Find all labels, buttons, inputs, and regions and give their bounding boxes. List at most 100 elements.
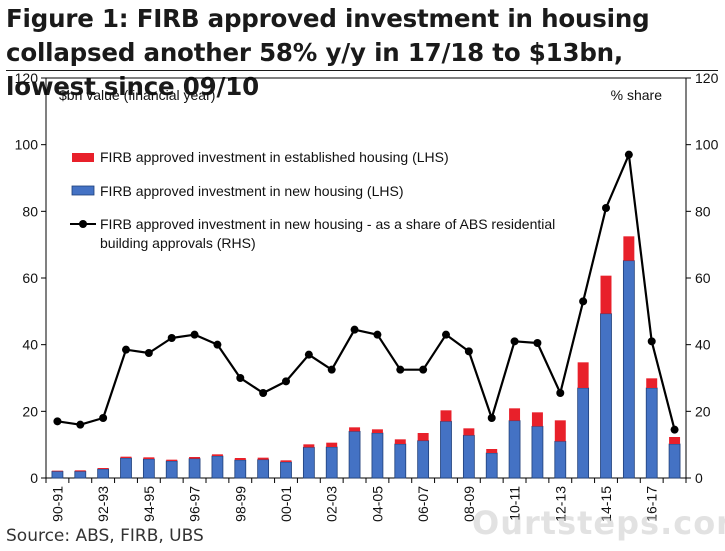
right-tick-label: 100 bbox=[695, 137, 719, 153]
title-underline bbox=[6, 70, 718, 71]
bar-established-housing bbox=[463, 428, 475, 436]
share-point bbox=[282, 377, 290, 386]
bar-new-housing bbox=[508, 420, 521, 479]
figure-title: Figure 1: FIRB approved investment in ho… bbox=[6, 4, 650, 101]
bar-new-housing bbox=[417, 440, 430, 479]
left-tick-label: 60 bbox=[22, 270, 38, 286]
legend-label-new: FIRB approved investment in new housing … bbox=[100, 183, 403, 199]
bar-new-housing bbox=[234, 459, 247, 479]
bar-established-housing bbox=[74, 470, 86, 472]
bar-new-housing bbox=[188, 458, 201, 479]
right-axis-label: % share bbox=[611, 87, 663, 103]
bar-established-housing bbox=[646, 378, 658, 388]
left-tick-label: 80 bbox=[22, 203, 38, 219]
share-point bbox=[579, 297, 588, 306]
share-point bbox=[236, 374, 245, 382]
bar-established-housing bbox=[97, 468, 109, 469]
right-tick-label: 60 bbox=[695, 270, 711, 286]
legend-label-share-line2: building approvals (RHS) bbox=[100, 235, 256, 251]
share-point bbox=[144, 349, 153, 357]
bar-established-housing bbox=[509, 408, 521, 421]
bar-new-housing bbox=[577, 387, 590, 479]
share-point bbox=[213, 340, 222, 349]
share-point bbox=[122, 345, 130, 354]
share-point bbox=[76, 420, 85, 429]
share-line-series bbox=[53, 150, 679, 434]
legend-label-share: FIRB approved investment in new housing … bbox=[100, 216, 555, 232]
x-tick-label: 08-09 bbox=[461, 486, 477, 522]
left-axis-label: $bn value (financial year) bbox=[59, 87, 215, 103]
bar-established-housing bbox=[51, 470, 63, 472]
bar-established-housing bbox=[600, 275, 612, 314]
bar-established-housing bbox=[394, 439, 406, 444]
bar-established-housing bbox=[669, 437, 681, 444]
legend-swatch-new bbox=[71, 185, 95, 196]
bar-new-housing bbox=[645, 387, 658, 479]
bar-new-housing bbox=[440, 420, 452, 479]
x-tick-label: 10-11 bbox=[507, 486, 523, 521]
x-tick-label: 12-13 bbox=[552, 486, 568, 522]
bar-established-housing bbox=[280, 460, 292, 462]
share-point bbox=[487, 414, 496, 422]
left-tick-label: 100 bbox=[15, 137, 39, 153]
x-tick-label: 04-05 bbox=[369, 486, 385, 522]
bar-new-housing bbox=[485, 452, 498, 479]
x-tick-label: 96-97 bbox=[187, 486, 203, 522]
bar-new-housing bbox=[668, 443, 681, 479]
bar-new-housing bbox=[348, 430, 361, 479]
x-tick-label: 16-17 bbox=[644, 486, 660, 522]
left-axis-ticks: 0 20 40 60 80 100 120 bbox=[15, 70, 46, 486]
right-tick-label: 80 bbox=[695, 203, 711, 219]
bar-new-housing bbox=[325, 446, 338, 479]
share-point bbox=[533, 339, 542, 347]
bar-new-housing bbox=[97, 468, 110, 479]
bar-established-housing bbox=[234, 458, 246, 460]
share-point bbox=[670, 425, 679, 434]
source-note: Source: ABS, FIRB, UBS bbox=[6, 526, 204, 546]
share-point bbox=[53, 417, 62, 426]
x-tick-label: 98-99 bbox=[232, 486, 248, 522]
share-point bbox=[304, 350, 313, 359]
bar-established-housing bbox=[486, 449, 498, 453]
bar-established-housing bbox=[303, 444, 315, 448]
bar-new-housing bbox=[554, 440, 567, 479]
x-axis-ticks: 90-91 92-93 94-95 96-97 98-99 00-01 02-03 04-05… bbox=[45, 478, 687, 522]
right-tick-label: 120 bbox=[695, 70, 719, 86]
share-point bbox=[350, 325, 359, 334]
share-point bbox=[167, 334, 176, 342]
share-point bbox=[602, 204, 610, 212]
share-point bbox=[373, 330, 382, 339]
plot-frame bbox=[45, 77, 687, 479]
right-tick-label: 20 bbox=[695, 403, 711, 419]
right-tick-label: 40 bbox=[695, 337, 711, 353]
bar-new-housing bbox=[600, 313, 612, 479]
bar-new-housing bbox=[74, 470, 87, 479]
share-point bbox=[190, 330, 199, 339]
bar-new-housing bbox=[531, 425, 544, 479]
left-tick-label: 40 bbox=[22, 337, 38, 353]
left-tick-label: 20 bbox=[22, 403, 38, 419]
bar-established-housing bbox=[349, 427, 361, 432]
share-point bbox=[419, 365, 428, 374]
bar-established-housing bbox=[531, 412, 543, 427]
bar-established-housing bbox=[417, 433, 429, 441]
share-point bbox=[464, 347, 473, 356]
bar-established-housing bbox=[120, 456, 132, 458]
bar-new-housing bbox=[211, 455, 224, 479]
bar-new-housing bbox=[394, 443, 407, 479]
bar-established-housing bbox=[166, 459, 178, 461]
legend: FIRB approved investment in established … bbox=[70, 149, 555, 251]
bar-established-housing bbox=[143, 457, 155, 459]
bar-new-housing bbox=[257, 459, 270, 479]
legend-marker-share bbox=[79, 220, 87, 228]
legend-label-established: FIRB approved investment in established … bbox=[100, 149, 449, 165]
bar-new-housing bbox=[120, 457, 132, 479]
x-tick-label: 02-03 bbox=[324, 486, 340, 522]
share-point bbox=[327, 365, 336, 374]
bar-new-housing bbox=[462, 434, 475, 479]
bar-established-housing bbox=[257, 457, 269, 460]
legend-swatch-established bbox=[72, 153, 94, 162]
bar-established-housing bbox=[211, 454, 223, 456]
share-point bbox=[556, 389, 565, 397]
